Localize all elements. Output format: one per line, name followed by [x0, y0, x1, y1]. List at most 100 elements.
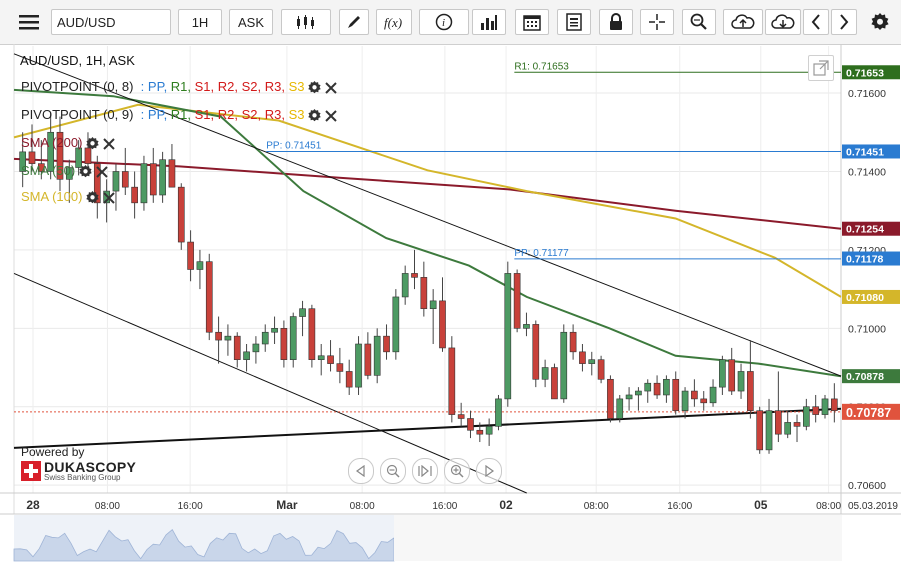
candle: [597, 359, 605, 380]
candle: [177, 186, 185, 243]
legend-name: PIVOTPOINT (0, 8): [21, 79, 134, 94]
candle: [364, 343, 372, 376]
close-icon[interactable]: [96, 165, 108, 178]
y-tick-label: 0.71400: [848, 166, 886, 178]
candle: [803, 406, 810, 427]
legend-sma-100[interactable]: SMA (100): [21, 189, 116, 204]
gear-icon[interactable]: [79, 165, 92, 178]
gear-icon[interactable]: [308, 109, 322, 122]
candle: [317, 355, 325, 360]
close-icon[interactable]: [103, 137, 116, 150]
candle: [373, 335, 381, 376]
candle: [551, 367, 558, 400]
x-tick-label: 16:00: [178, 501, 203, 512]
x-tick-label: 16:00: [432, 501, 457, 512]
price-tag: [842, 403, 900, 420]
side-selector[interactable]: ASK: [229, 9, 273, 35]
zoom-out-button[interactable]: [380, 458, 406, 484]
scroll-left-button[interactable]: [803, 9, 829, 35]
x-axis: 28 08:00 16:00 Mar 08:00 16:00 02 08:00 16:00 05 0…: [26, 498, 898, 512]
menu-button[interactable]: [14, 9, 44, 35]
timeframe-selector[interactable]: 1H: [178, 9, 222, 35]
gear-icon[interactable]: [308, 81, 322, 94]
x-tick-label: 08:00: [584, 501, 609, 512]
legend-sma-50[interactable]: SMA (50): [21, 163, 108, 178]
candles: [19, 112, 838, 454]
pan-right-button[interactable]: [476, 458, 502, 484]
cloud-upload-icon: [731, 14, 755, 29]
legend-pivotpoint-0-9[interactable]: PIVOTPOINT (0, 9) : PP, R1, S1, R2, S2, …: [21, 107, 338, 122]
legend-sma-200[interactable]: SMA (200): [21, 135, 116, 150]
legend-name: SMA (50): [21, 163, 76, 178]
legend-component: S1,: [194, 107, 218, 122]
sma50-line: [13, 88, 842, 378]
y-tick-label: 0.71200: [848, 245, 886, 257]
cloud-download-icon: [771, 14, 795, 29]
legend-pivotpoint-0-8[interactable]: PIVOTPOINT (0, 8) : PP, R1, S1, R2, S2, …: [21, 79, 338, 94]
symbol-selector[interactable]: AUD/USD: [51, 9, 171, 35]
pivot-line-label: PP: 0.71177: [514, 248, 569, 259]
gear-icon[interactable]: [86, 191, 100, 204]
candle: [691, 390, 698, 400]
candle: [457, 414, 465, 419]
report-button[interactable]: [557, 9, 591, 35]
calendar-button[interactable]: [515, 9, 549, 35]
legend-component: S3: [288, 107, 305, 122]
trend-line-0[interactable]: [13, 53, 842, 377]
popout-button[interactable]: [808, 55, 834, 81]
chart-type-button[interactable]: [281, 9, 331, 35]
settings-button[interactable]: [866, 9, 894, 35]
crosshair-button[interactable]: [640, 9, 674, 35]
download-button[interactable]: [765, 9, 801, 35]
powered-by-text: Powered by: [21, 445, 85, 459]
navigator-rest[interactable]: [394, 515, 842, 561]
pan-left-button[interactable]: [348, 458, 374, 484]
upload-button[interactable]: [723, 9, 763, 35]
reset-view-button[interactable]: [412, 458, 438, 484]
scroll-right-button[interactable]: [831, 9, 857, 35]
candle: [485, 426, 493, 435]
price-chart[interactable]: R1: 0.71653 PP: 0.71451 PP: 0.71177 0.7060…: [0, 44, 901, 562]
candle: [672, 378, 680, 411]
trend-line-2[interactable]: [13, 407, 842, 449]
trend-line-1[interactable]: [13, 272, 527, 494]
candle: [121, 171, 129, 188]
candle: [159, 159, 166, 196]
candle: [47, 131, 54, 172]
close-icon[interactable]: [103, 191, 116, 204]
candle: [140, 163, 148, 204]
indicators-button[interactable]: f(x): [376, 9, 412, 35]
zoom-in-button[interactable]: [444, 458, 470, 484]
chevron-right-icon: [840, 14, 849, 30]
candle: [560, 331, 568, 400]
candle: [224, 335, 232, 341]
legend-name: SMA (100): [21, 189, 83, 204]
navigator-strip[interactable]: [13, 515, 842, 562]
candle: [112, 171, 120, 192]
legend-component: S3: [288, 79, 305, 94]
trend-lines[interactable]: [13, 53, 842, 494]
zoom-button[interactable]: [682, 9, 716, 35]
draw-tool-button[interactable]: [339, 9, 369, 35]
volume-button[interactable]: [472, 9, 506, 35]
legend-component: R1,: [170, 107, 195, 122]
x-tick-label: 02: [499, 498, 513, 512]
candle: [625, 394, 633, 400]
close-icon[interactable]: [325, 81, 338, 94]
gear-icon[interactable]: [86, 137, 100, 150]
candle: [812, 406, 820, 415]
timeframe-label: 1H: [191, 14, 209, 30]
price-tag: [842, 144, 900, 159]
info-button[interactable]: i: [419, 9, 469, 35]
candle: [345, 371, 353, 388]
lock-button[interactable]: [599, 9, 633, 35]
pivot-lines: R1: 0.71653 PP: 0.71451 PP: 0.71177: [14, 61, 841, 413]
candle: [700, 398, 708, 404]
candle: [821, 398, 829, 415]
price-tag-label: 0.71254: [846, 224, 884, 236]
price-tag: [842, 369, 900, 384]
reset-icon: [418, 465, 432, 477]
calendar-icon: [523, 15, 541, 31]
close-icon[interactable]: [325, 109, 338, 122]
plot-background: [14, 46, 841, 493]
